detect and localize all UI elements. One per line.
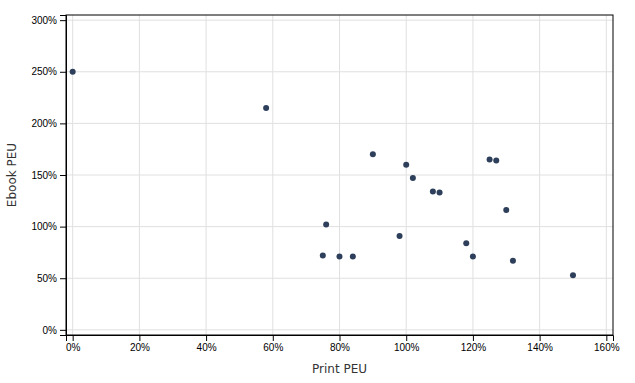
point [437,190,443,196]
tick-mark [60,20,66,21]
tick-mark [406,335,407,341]
tick-label: 150% [31,170,57,181]
tick: 60% [263,335,283,353]
grid-line-y [66,175,613,176]
tick-mark [60,72,66,73]
tick-label: 20% [130,342,150,353]
tick-label: 160% [594,342,620,353]
tick-label: 40% [197,342,217,353]
point [410,175,416,181]
y-axis: 0% 50% 100% 150% 200% 250% 300% [31,15,66,336]
point [403,162,409,168]
tick: 150% [31,170,66,181]
tick-mark [273,335,274,341]
tick-label: 100% [31,221,57,232]
grid-line-y [66,71,613,72]
point [430,189,436,195]
grid [66,15,613,335]
tick: 50% [37,273,66,284]
tick: 0% [43,325,66,336]
grid-line-y [66,123,613,124]
tick: 100% [31,221,66,232]
tick-mark [73,335,74,341]
tick: 140% [527,335,553,353]
tick-mark [60,227,66,228]
tick-label: 120% [461,342,487,353]
point [350,254,356,260]
tick-mark [60,123,66,124]
x-axis-label: Print PEU [312,362,367,376]
tick-label: 50% [37,273,57,284]
tick-label: 250% [31,66,57,77]
point [487,157,493,163]
tick-label: 140% [527,342,553,353]
tick-mark [473,335,474,341]
tick: 300% [31,15,66,26]
point [70,69,76,75]
tick-label: 0% [66,342,81,353]
point [337,254,343,260]
tick: 160% [594,335,620,353]
tick-mark [340,335,341,341]
tick-label: 80% [330,342,350,353]
plot-frame [66,15,613,335]
tick: 120% [461,335,487,353]
y-axis-label: Ebook PEU [5,143,19,207]
tick: 0% [66,335,81,353]
point [323,222,329,228]
tick-mark [139,335,140,341]
tick-label: 60% [263,342,283,353]
tick-label: 100% [394,342,420,353]
tick: 40% [197,335,217,353]
tick-label: 300% [31,15,57,26]
tick: 80% [330,335,350,353]
tick: 100% [394,335,420,353]
tick-mark [60,278,66,279]
tick-label: 0% [43,325,58,336]
axis-domain [67,336,614,342]
tick-label: 200% [31,118,57,129]
grid-line-y [66,226,613,227]
tick: 250% [31,66,66,77]
point [263,105,269,111]
point [320,253,326,259]
axis-domain [60,16,67,336]
x-axis: 0% 20% 40% 60% 80% 100% 120% 140% 160% [66,335,620,353]
tick-mark [206,335,207,341]
plot: 0% 20% 40% 60% 80% 100% 120% 140% 160% 0% 50% 100% 1… [31,15,619,353]
point [493,158,499,164]
points [70,69,576,278]
grid-line-y [66,329,613,330]
tick-mark [606,335,607,341]
tick: 20% [130,335,150,353]
grid-line-y [66,20,613,21]
point [370,151,376,157]
point [470,254,476,260]
point [397,233,403,239]
grid-line-y [66,278,613,279]
point [570,272,576,278]
point [503,207,509,213]
point [463,240,469,246]
tick-mark [60,175,66,176]
tick-mark [60,330,66,331]
chart: 0% 20% 40% 60% 80% 100% 120% 140% 160% 0% 50% 100% 1… [0,0,635,383]
tick-mark [540,335,541,341]
tick: 200% [31,118,66,129]
point [510,258,516,264]
